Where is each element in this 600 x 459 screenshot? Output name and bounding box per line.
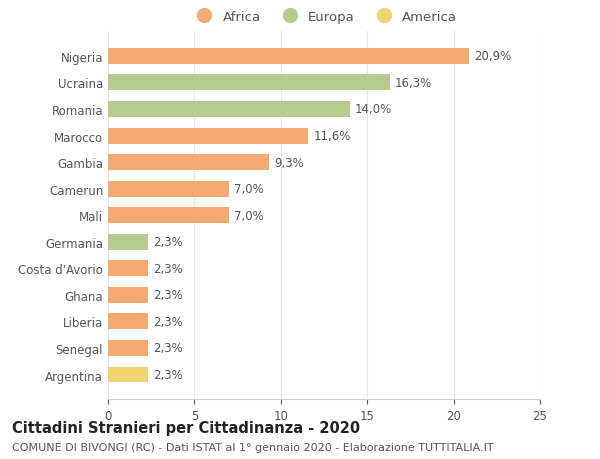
Text: 7,0%: 7,0%	[234, 183, 264, 196]
Text: 11,6%: 11,6%	[314, 130, 351, 143]
Bar	[108, 261, 148, 277]
Text: Cittadini Stranieri per Cittadinanza - 2020: Cittadini Stranieri per Cittadinanza - 2…	[12, 420, 360, 435]
Bar	[108, 155, 269, 171]
Text: COMUNE DI BIVONGI (RC) - Dati ISTAT al 1° gennaio 2020 - Elaborazione TUTTITALIA: COMUNE DI BIVONGI (RC) - Dati ISTAT al 1…	[12, 442, 494, 452]
Text: 16,3%: 16,3%	[395, 77, 432, 90]
Text: 2,3%: 2,3%	[153, 341, 182, 355]
Bar	[108, 129, 308, 144]
Text: 2,3%: 2,3%	[153, 289, 182, 302]
Text: 2,3%: 2,3%	[153, 368, 182, 381]
Text: 7,0%: 7,0%	[234, 209, 264, 222]
Bar	[108, 314, 148, 330]
Legend: Africa, Europa, America: Africa, Europa, America	[185, 6, 463, 29]
Bar	[108, 49, 469, 65]
Text: 14,0%: 14,0%	[355, 103, 392, 116]
Bar	[108, 208, 229, 224]
Bar	[108, 102, 350, 118]
Bar	[108, 287, 148, 303]
Text: 9,3%: 9,3%	[274, 156, 304, 169]
Bar	[108, 181, 229, 197]
Text: 2,3%: 2,3%	[153, 315, 182, 328]
Bar	[108, 367, 148, 383]
Bar	[108, 234, 148, 250]
Text: 2,3%: 2,3%	[153, 262, 182, 275]
Bar	[108, 75, 389, 91]
Text: 20,9%: 20,9%	[475, 50, 512, 63]
Bar	[108, 340, 148, 356]
Text: 2,3%: 2,3%	[153, 236, 182, 249]
